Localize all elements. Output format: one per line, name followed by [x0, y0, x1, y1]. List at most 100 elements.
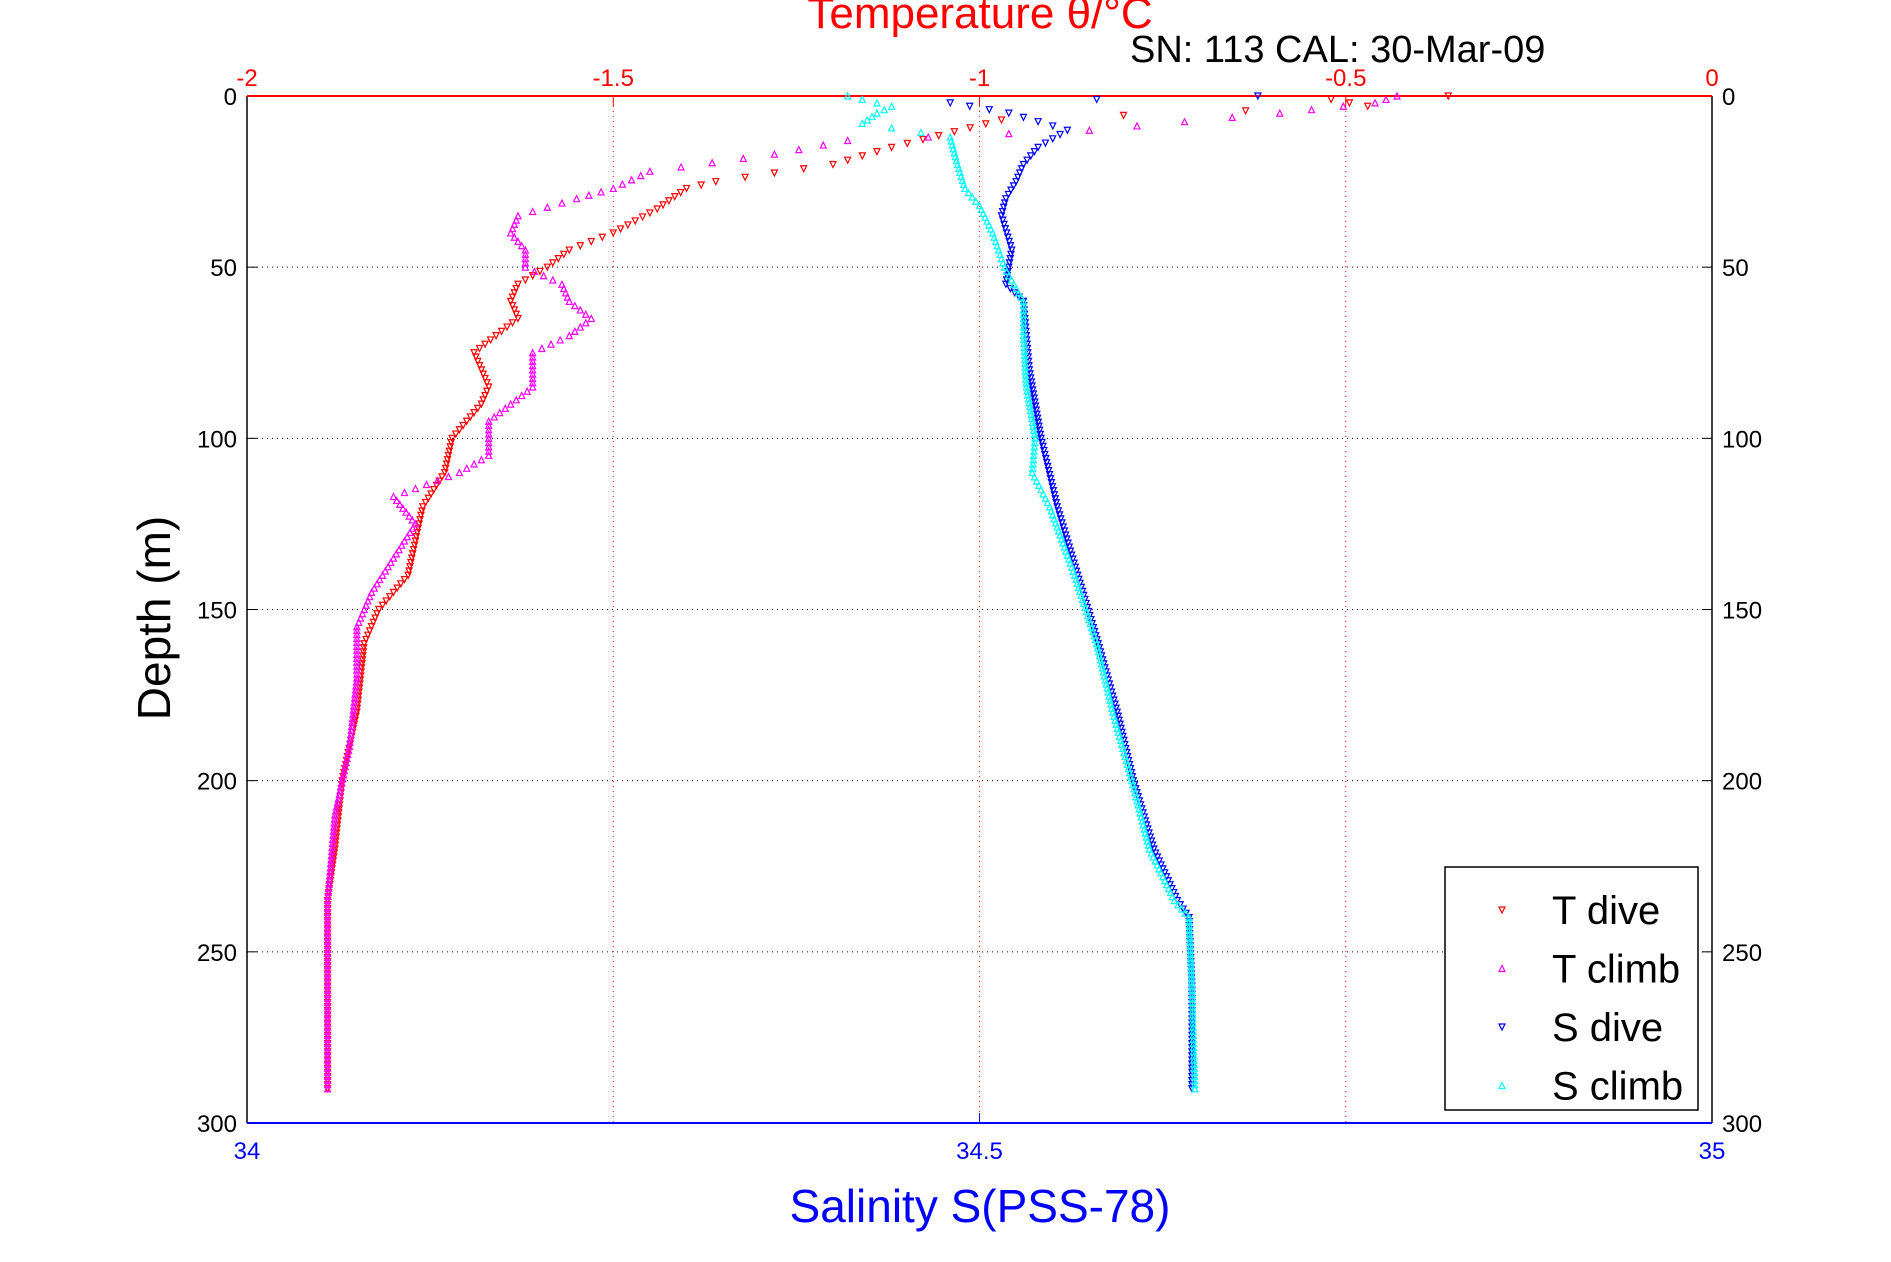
data-point	[548, 275, 557, 284]
data-point	[362, 635, 371, 644]
data-point	[1019, 297, 1028, 305]
data-point	[1083, 603, 1092, 612]
data-point	[1189, 1051, 1198, 1060]
bottom-tick-label: 35	[1699, 1138, 1726, 1165]
data-point	[1382, 95, 1391, 104]
data-point	[411, 519, 420, 528]
data-point	[561, 288, 570, 297]
data-point	[1051, 495, 1060, 504]
data-point	[1185, 917, 1194, 926]
data-point	[1005, 259, 1014, 268]
data-point	[323, 1022, 332, 1031]
data-point	[323, 957, 332, 966]
data-point	[352, 642, 361, 650]
data-point	[352, 622, 361, 631]
data-point	[1019, 305, 1028, 314]
data-point	[1228, 113, 1237, 121]
data-point	[1020, 351, 1029, 359]
data-point	[528, 356, 537, 365]
data-point	[409, 545, 418, 554]
top-tick-label: -2	[236, 65, 257, 92]
data-point	[968, 192, 977, 201]
data-point	[1060, 527, 1069, 536]
data-point	[1146, 833, 1155, 842]
data-point	[352, 626, 361, 635]
data-point	[482, 387, 491, 396]
data-point	[858, 152, 867, 161]
y-tick-label-left: 200	[197, 769, 237, 796]
data-point	[964, 188, 973, 197]
data-point	[1000, 199, 1009, 208]
data-point	[1034, 143, 1043, 152]
data-point	[1160, 869, 1169, 878]
data-point	[1030, 394, 1039, 403]
data-point	[510, 289, 519, 298]
data-point	[371, 614, 380, 623]
data-point	[462, 417, 471, 426]
data-point	[393, 584, 402, 593]
data-point	[1022, 378, 1031, 387]
data-point	[405, 567, 414, 576]
data-point	[1064, 539, 1072, 548]
data-point	[1047, 479, 1056, 487]
data-point	[581, 318, 590, 327]
data-point	[1006, 255, 1015, 263]
data-point	[739, 154, 748, 163]
data-point	[375, 575, 384, 584]
data-point	[1188, 989, 1197, 998]
data-point	[481, 374, 490, 383]
data-point	[475, 361, 484, 370]
data-point	[638, 213, 647, 222]
data-point	[1124, 756, 1133, 765]
data-point	[1017, 165, 1026, 174]
data-point	[711, 177, 720, 186]
data-point	[406, 558, 415, 567]
data-point	[473, 404, 482, 413]
data-point	[1190, 1059, 1199, 1068]
data-point	[1117, 724, 1125, 733]
top-tick-label: -0.5	[1325, 65, 1366, 92]
data-point	[983, 216, 992, 225]
data-point	[1084, 607, 1093, 616]
top-tick-label: 0	[1705, 65, 1718, 92]
data-point	[323, 949, 332, 958]
data-point	[670, 193, 679, 201]
data-point	[1003, 272, 1012, 281]
data-point	[1028, 386, 1037, 395]
data-point	[506, 228, 515, 237]
data-point	[1030, 472, 1039, 481]
data-point	[1041, 454, 1050, 463]
data-point	[1187, 1023, 1196, 1032]
data-point	[1393, 91, 1401, 100]
data-point	[1023, 156, 1032, 165]
data-point	[473, 357, 482, 366]
data-point	[395, 500, 404, 508]
data-point	[565, 246, 574, 255]
data-point	[475, 344, 484, 353]
data-point	[392, 549, 401, 558]
data-point	[984, 220, 993, 229]
data-point	[323, 981, 332, 990]
data-point	[323, 977, 332, 986]
data-point	[400, 536, 409, 545]
data-point	[352, 630, 361, 639]
data-point	[323, 1031, 332, 1039]
data-point	[1007, 275, 1016, 284]
data-point	[477, 366, 486, 375]
data-point	[659, 201, 668, 210]
data-point	[1110, 700, 1119, 709]
data-point	[323, 1002, 332, 1011]
data-point	[1070, 559, 1079, 568]
data-point	[872, 98, 881, 107]
data-point	[977, 205, 986, 214]
legend-label: T climb	[1552, 948, 1680, 992]
data-point	[946, 99, 955, 108]
axes	[246, 95, 1713, 1124]
data-point	[530, 267, 539, 276]
data-point	[1038, 442, 1047, 451]
data-point	[618, 179, 627, 188]
data-point	[323, 940, 332, 949]
data-point	[565, 331, 574, 340]
data-point	[1044, 466, 1053, 475]
data-point	[1019, 327, 1028, 335]
